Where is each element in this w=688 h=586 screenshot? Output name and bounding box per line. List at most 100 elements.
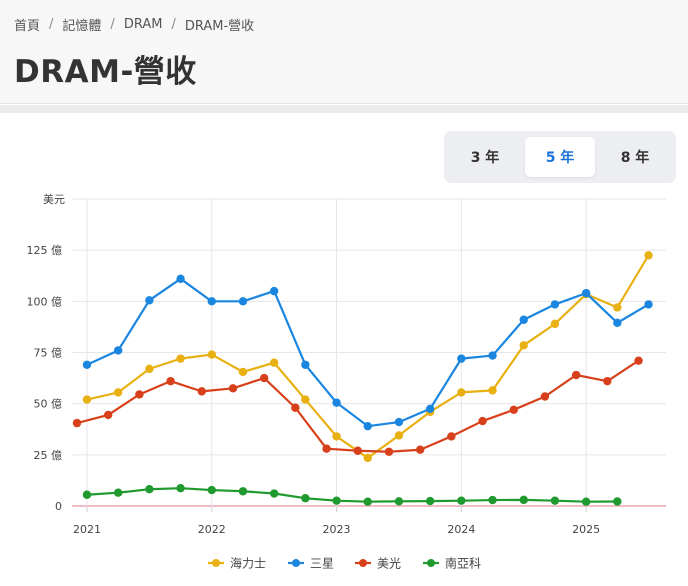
data-point[interactable] bbox=[301, 494, 310, 503]
data-point[interactable] bbox=[644, 300, 653, 309]
data-point[interactable] bbox=[415, 445, 425, 454]
legend-item-label[interactable]: 美光 bbox=[377, 557, 401, 571]
data-point[interactable] bbox=[72, 418, 82, 428]
data-point[interactable] bbox=[145, 364, 154, 374]
data-point[interactable] bbox=[207, 297, 216, 306]
data-point[interactable] bbox=[207, 350, 216, 359]
breadcrumb-dram[interactable]: DRAM bbox=[123, 17, 163, 32]
data-point[interactable] bbox=[332, 398, 341, 407]
data-point[interactable] bbox=[269, 286, 279, 296]
data-point[interactable] bbox=[363, 421, 372, 431]
y-tick-label: 75 億 bbox=[34, 347, 63, 360]
data-point[interactable] bbox=[394, 497, 404, 506]
data-point[interactable] bbox=[301, 360, 310, 369]
legend-marker bbox=[427, 559, 435, 567]
data-point[interactable] bbox=[519, 315, 528, 324]
data-point[interactable] bbox=[425, 404, 435, 413]
data-point[interactable] bbox=[457, 496, 466, 505]
data-point[interactable] bbox=[228, 384, 238, 393]
data-point[interactable] bbox=[581, 288, 591, 298]
data-point[interactable] bbox=[457, 388, 466, 397]
data-point[interactable] bbox=[301, 395, 310, 404]
data-point[interactable] bbox=[363, 453, 372, 463]
y-tick-label: 125 億 bbox=[27, 244, 63, 257]
data-point[interactable] bbox=[103, 410, 113, 420]
data-point[interactable] bbox=[571, 370, 581, 380]
legend-item-label[interactable]: 南亞科 bbox=[445, 556, 481, 571]
data-point[interactable] bbox=[176, 483, 185, 493]
x-tick-label: 2024 bbox=[447, 523, 475, 536]
data-point[interactable] bbox=[207, 485, 216, 495]
data-point[interactable] bbox=[82, 360, 92, 369]
y-axis-unit-label: 美元 bbox=[43, 193, 65, 206]
legend-item-label[interactable]: 三星 bbox=[310, 557, 334, 571]
data-point[interactable] bbox=[176, 274, 185, 284]
data-point[interactable] bbox=[135, 390, 144, 399]
y-tick-label: 25 億 bbox=[34, 449, 63, 462]
data-point[interactable] bbox=[269, 358, 279, 367]
data-point[interactable] bbox=[550, 319, 560, 329]
legend-item-label[interactable]: 海力士 bbox=[230, 556, 266, 571]
data-point[interactable] bbox=[291, 403, 300, 412]
data-point[interactable] bbox=[113, 488, 123, 497]
data-point[interactable] bbox=[166, 376, 175, 386]
legend-marker bbox=[359, 559, 367, 567]
data-point[interactable] bbox=[603, 376, 612, 386]
series-line-3 bbox=[86, 487, 618, 503]
data-point[interactable] bbox=[488, 351, 497, 360]
data-point[interactable] bbox=[394, 417, 404, 427]
data-point[interactable] bbox=[644, 251, 653, 260]
data-point[interactable] bbox=[581, 497, 591, 506]
data-point[interactable] bbox=[269, 489, 279, 498]
y-tick-label: 50 億 bbox=[34, 398, 63, 411]
data-point[interactable] bbox=[613, 497, 622, 506]
data-point[interactable] bbox=[634, 356, 643, 365]
data-point[interactable] bbox=[384, 447, 394, 456]
data-point[interactable] bbox=[363, 497, 372, 506]
data-point[interactable] bbox=[82, 395, 92, 404]
data-point[interactable] bbox=[488, 386, 497, 395]
x-tick-label: 2025 bbox=[572, 523, 600, 536]
data-point[interactable] bbox=[176, 354, 185, 363]
page-title: DRAM-營收 bbox=[14, 54, 197, 90]
data-point[interactable] bbox=[353, 446, 362, 455]
data-point[interactable] bbox=[322, 444, 331, 453]
data-point[interactable] bbox=[332, 496, 341, 505]
range-8y-button[interactable]: 8 年 bbox=[620, 150, 650, 166]
data-point[interactable] bbox=[478, 416, 487, 426]
data-point[interactable] bbox=[509, 405, 518, 415]
data-point[interactable] bbox=[82, 490, 92, 499]
range-5y-button[interactable]: 5 年 bbox=[525, 137, 595, 177]
x-tick-label: 2023 bbox=[323, 523, 351, 536]
data-point[interactable] bbox=[238, 487, 248, 496]
data-point[interactable] bbox=[145, 296, 154, 305]
breadcrumb-current: DRAM-營收 bbox=[184, 19, 255, 34]
legend-marker bbox=[212, 559, 220, 567]
breadcrumb: 首頁 / 記憶體 / DRAM / DRAM-營收 bbox=[14, 15, 254, 34]
data-point[interactable] bbox=[394, 431, 404, 440]
y-tick-label: 100 億 bbox=[27, 295, 63, 308]
data-point[interactable] bbox=[613, 318, 622, 328]
y-tick-label: 0 bbox=[55, 500, 62, 513]
data-point[interactable] bbox=[550, 300, 560, 309]
data-point[interactable] bbox=[457, 354, 466, 363]
data-point[interactable] bbox=[425, 496, 435, 506]
data-point[interactable] bbox=[613, 303, 622, 312]
data-point[interactable] bbox=[238, 297, 248, 306]
data-point[interactable] bbox=[145, 485, 154, 494]
data-point[interactable] bbox=[540, 392, 550, 401]
breadcrumb-home[interactable]: 首頁 bbox=[14, 19, 41, 34]
data-point[interactable] bbox=[488, 495, 497, 505]
data-point[interactable] bbox=[332, 432, 341, 441]
data-point[interactable] bbox=[519, 495, 528, 505]
data-point[interactable] bbox=[113, 388, 123, 397]
range-3y-button[interactable]: 3 年 bbox=[470, 150, 500, 166]
data-point[interactable] bbox=[197, 387, 206, 396]
data-point[interactable] bbox=[519, 341, 528, 350]
breadcrumb-memory[interactable]: 記憶體 bbox=[62, 19, 102, 34]
data-point[interactable] bbox=[259, 373, 269, 383]
data-point[interactable] bbox=[113, 346, 123, 355]
data-point[interactable] bbox=[447, 432, 456, 441]
data-point[interactable] bbox=[550, 496, 560, 505]
data-point[interactable] bbox=[238, 367, 248, 377]
